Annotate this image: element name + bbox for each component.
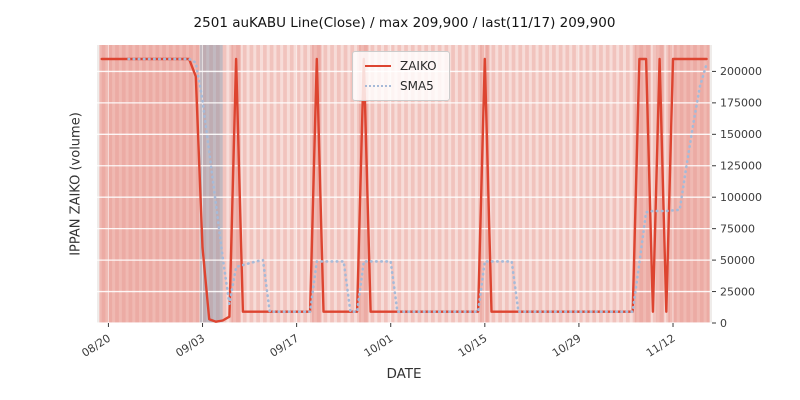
- accent-band: [97, 45, 200, 323]
- y-tick-label: 50000: [720, 254, 755, 267]
- x-tick-label: 11/12: [644, 332, 678, 360]
- y-tick-label: 150000: [720, 128, 762, 141]
- y-tick-label: 0: [720, 317, 727, 330]
- y-tick-label: 175000: [720, 97, 762, 110]
- x-tick-label: 10/15: [456, 332, 490, 360]
- x-tick-label: 10/29: [550, 332, 584, 360]
- legend-label-zaiko: ZAIKO: [400, 59, 437, 73]
- sma5-line-swatch-icon: [365, 85, 391, 87]
- x-tick-label: 08/20: [79, 332, 113, 360]
- legend-item-zaiko: ZAIKO: [365, 59, 437, 73]
- legend-label-sma5: SMA5: [400, 79, 434, 93]
- sma5-line: [127, 57, 708, 313]
- y-tick-label: 75000: [720, 222, 755, 235]
- accent-band: [231, 45, 241, 323]
- x-tick-label: 10/01: [362, 332, 396, 360]
- accent-band: [668, 45, 712, 323]
- x-axis-label: DATE: [386, 366, 422, 382]
- y-axis-label: IPPAN ZAIKO (volume): [68, 112, 84, 256]
- y-tick-label: 25000: [720, 285, 755, 298]
- chart-title: 2501 auKABU Line(Close) / max 209,900 / …: [193, 15, 616, 31]
- legend-item-sma5: SMA5: [365, 79, 437, 93]
- accent-band: [656, 45, 665, 323]
- x-tick-label: 09/17: [268, 332, 302, 360]
- zaiko-line-swatch-icon: [365, 65, 391, 67]
- y-tick-label: 200000: [720, 65, 762, 78]
- gray-band: [199, 45, 223, 323]
- legend: ZAIKO SMA5: [352, 51, 450, 101]
- x-tick-label: 09/03: [173, 332, 207, 360]
- y-tick-label: 100000: [720, 191, 762, 204]
- accent-band: [359, 45, 369, 323]
- accent-band: [312, 45, 322, 323]
- y-tick-label: 125000: [720, 160, 762, 173]
